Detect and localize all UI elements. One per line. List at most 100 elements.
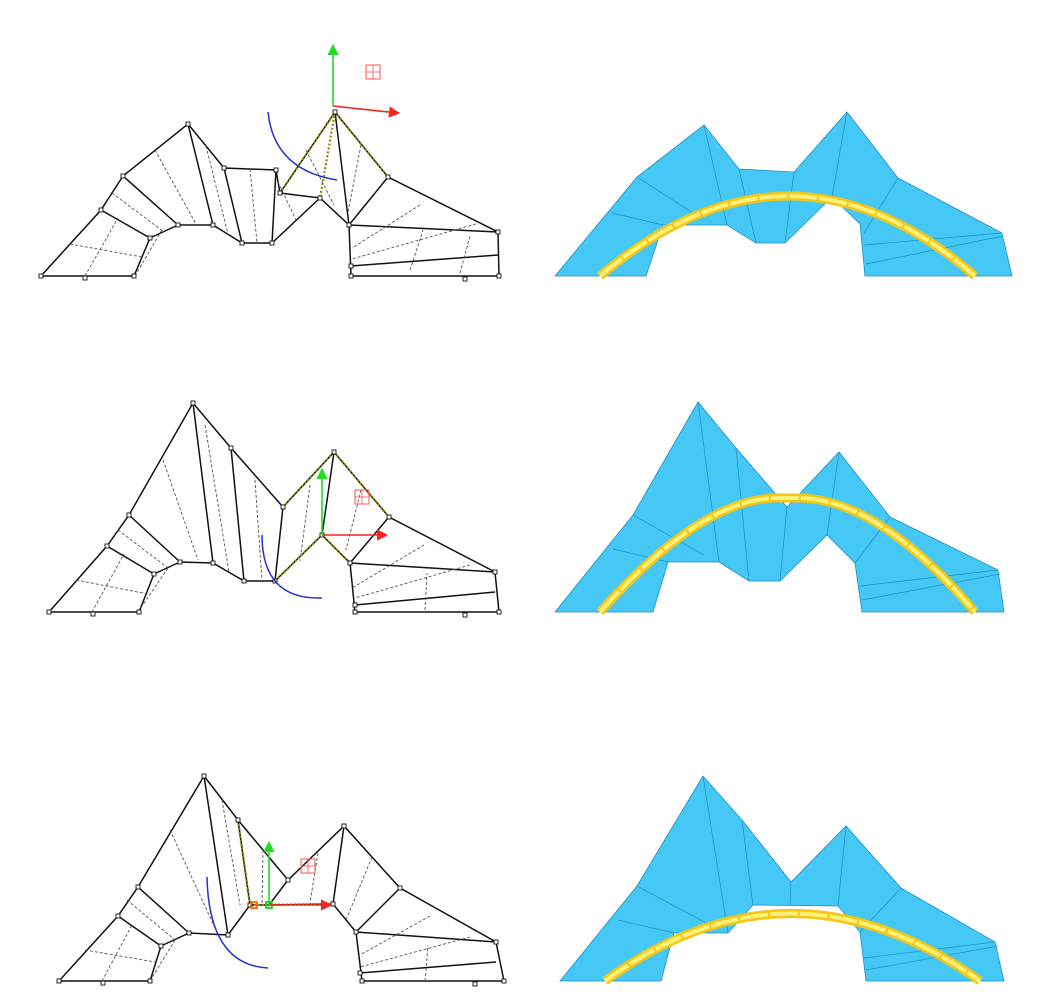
mesh-vertex[interactable] xyxy=(347,223,351,227)
subdivision-edge xyxy=(76,580,148,594)
subdivision-edge xyxy=(262,850,263,905)
subdivision-edge xyxy=(425,573,427,610)
mesh-vertex[interactable] xyxy=(116,914,120,918)
mesh-vertex[interactable] xyxy=(105,544,109,548)
mesh-vertex[interactable] xyxy=(354,930,358,934)
mesh-vertex[interactable] xyxy=(398,886,402,890)
wireframe-view-2[interactable] xyxy=(47,401,501,617)
surface-view-1 xyxy=(555,112,1012,276)
subdivision-edge xyxy=(70,244,142,257)
wireframe-view-3[interactable] xyxy=(57,774,506,986)
mesh-vertex[interactable] xyxy=(281,505,285,509)
mesh-vertex[interactable] xyxy=(387,515,391,519)
mesh-vertex[interactable] xyxy=(57,979,61,983)
subdivision-edge xyxy=(352,224,476,259)
mesh-vertex[interactable] xyxy=(493,570,497,574)
mesh-vertex[interactable] xyxy=(349,264,353,268)
mesh-vertex[interactable] xyxy=(353,603,357,607)
subdivision-edge xyxy=(278,182,296,220)
mesh-vertex[interactable] xyxy=(99,208,103,212)
subdivision-edge xyxy=(205,425,229,572)
mesh-vertex[interactable] xyxy=(137,610,141,614)
mesh-vertex[interactable] xyxy=(132,274,136,278)
mesh-vertex[interactable] xyxy=(497,610,501,614)
mesh-vertex[interactable] xyxy=(270,241,274,245)
mesh-vertex[interactable] xyxy=(148,236,152,240)
subdivision-edge xyxy=(155,150,196,224)
mesh-edge xyxy=(360,962,496,973)
selected-edge[interactable] xyxy=(320,112,335,198)
subdivision-edge xyxy=(255,480,262,581)
mesh-vertex[interactable] xyxy=(127,513,131,517)
mesh-vertex[interactable] xyxy=(349,274,353,278)
mesh-vertex[interactable] xyxy=(191,401,195,405)
mesh-vertex[interactable] xyxy=(159,944,163,948)
mesh-vertex[interactable] xyxy=(278,191,282,195)
mesh-edge xyxy=(349,225,498,232)
mesh-vertex[interactable] xyxy=(121,174,125,178)
mesh-vertex[interactable] xyxy=(242,579,246,583)
subdivision-edge xyxy=(346,857,372,920)
mesh-vertex[interactable] xyxy=(152,572,156,576)
mesh-vertex[interactable] xyxy=(226,933,230,937)
mesh-vertex[interactable] xyxy=(240,241,244,245)
mesh-edge xyxy=(272,170,276,243)
mesh-edge xyxy=(351,255,498,266)
mesh-vertex[interactable] xyxy=(496,230,500,234)
move-plane-handle[interactable] xyxy=(301,859,315,873)
subdivision-edge xyxy=(92,554,124,612)
subdivision-edge xyxy=(135,228,163,276)
mesh-vertex[interactable] xyxy=(348,561,352,565)
subdivision-edge xyxy=(112,193,164,232)
subdivision-edge xyxy=(348,145,361,212)
mesh-vertex[interactable] xyxy=(473,982,477,986)
mesh-vertex[interactable] xyxy=(176,223,180,227)
mesh-vertex[interactable] xyxy=(353,610,357,614)
mesh-vertex[interactable] xyxy=(236,818,240,822)
mesh-edge xyxy=(123,176,178,225)
mesh-vertex[interactable] xyxy=(502,979,506,983)
mesh-vertex[interactable] xyxy=(463,277,467,281)
mesh-vertex[interactable] xyxy=(202,774,206,778)
mesh-vertex[interactable] xyxy=(229,446,233,450)
mesh-vertex[interactable] xyxy=(39,274,43,278)
mesh-vertex[interactable] xyxy=(148,979,152,983)
mesh-vertex[interactable] xyxy=(318,196,322,200)
mesh-vertex[interactable] xyxy=(178,560,182,564)
mesh-vertex[interactable] xyxy=(332,450,336,454)
mesh-vertex[interactable] xyxy=(101,981,105,985)
mesh-vertex[interactable] xyxy=(286,878,290,882)
mesh-vertex[interactable] xyxy=(211,223,215,227)
move-plane-handle[interactable] xyxy=(366,65,380,79)
mesh-vertex[interactable] xyxy=(47,610,51,614)
mesh-vertex[interactable] xyxy=(386,175,390,179)
mesh-vertex[interactable] xyxy=(186,122,190,126)
subdivision-edge xyxy=(310,853,318,903)
mesh-vertex[interactable] xyxy=(91,612,95,616)
mesh-edge xyxy=(193,403,213,563)
subdivision-edge xyxy=(102,925,132,981)
move-x-arrow[interactable] xyxy=(333,106,398,113)
mesh-vertex[interactable] xyxy=(222,166,226,170)
mesh-vertex[interactable] xyxy=(342,824,346,828)
surface-mesh xyxy=(555,402,1004,612)
mesh-edge xyxy=(204,776,228,935)
mesh-vertex[interactable] xyxy=(274,168,278,172)
mesh-vertex[interactable] xyxy=(136,885,140,889)
mesh-vertex[interactable] xyxy=(360,979,364,983)
mesh-vertex[interactable] xyxy=(83,276,87,280)
mesh-vertex[interactable] xyxy=(187,931,191,935)
subdivision-edge xyxy=(352,205,420,248)
mesh-vertex[interactable] xyxy=(211,561,215,565)
subdivision-edge xyxy=(346,490,361,550)
mesh-vertex[interactable] xyxy=(463,613,467,617)
mesh-vertex[interactable] xyxy=(333,110,337,114)
mesh-vertex[interactable] xyxy=(494,940,498,944)
wireframe-view-1[interactable] xyxy=(39,46,501,281)
mesh-vertex[interactable] xyxy=(331,902,335,906)
mesh-vertex[interactable] xyxy=(358,971,362,975)
mesh-vertex[interactable] xyxy=(497,274,501,278)
move-plane-handle[interactable] xyxy=(355,490,369,504)
subdivision-edge xyxy=(355,565,470,598)
